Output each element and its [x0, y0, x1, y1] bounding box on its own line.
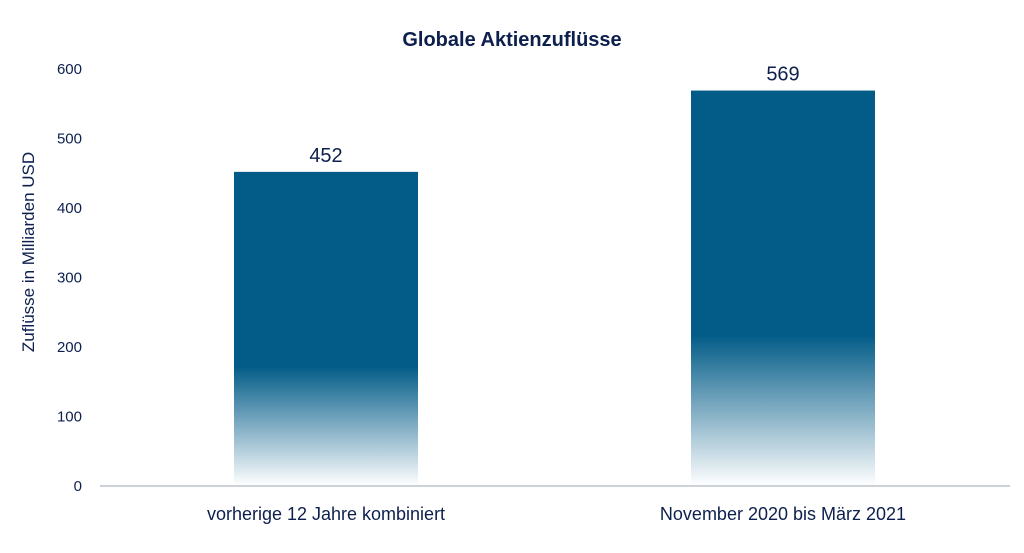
bar [234, 171, 418, 487]
y-tick-label: 500 [57, 131, 82, 148]
y-tick-label: 200 [57, 339, 82, 356]
bar [691, 90, 875, 487]
x-category-label: vorherige 12 Jahre kombiniert [207, 504, 445, 524]
y-tick-label: 400 [57, 200, 82, 217]
y-tick-label: 600 [57, 61, 82, 78]
data-labels: 452 569 [309, 64, 799, 167]
chart-title: Globale Aktienzuflüsse [402, 29, 621, 51]
y-axis-label: Zuflüsse in Milliarden USD [19, 152, 38, 352]
y-tick-label: 0 [74, 478, 82, 495]
x-category-label: November 2020 bis März 2021 [660, 504, 906, 524]
bar-value-label: 452 [309, 145, 342, 167]
bars [234, 90, 875, 487]
y-axis-ticks: 0 100 200 300 400 500 600 [57, 61, 82, 495]
x-axis-categories: vorherige 12 Jahre kombiniert November 20… [207, 504, 906, 524]
y-tick-label: 100 [57, 409, 82, 426]
bar-value-label: 569 [766, 64, 799, 86]
y-tick-label: 300 [57, 270, 82, 287]
